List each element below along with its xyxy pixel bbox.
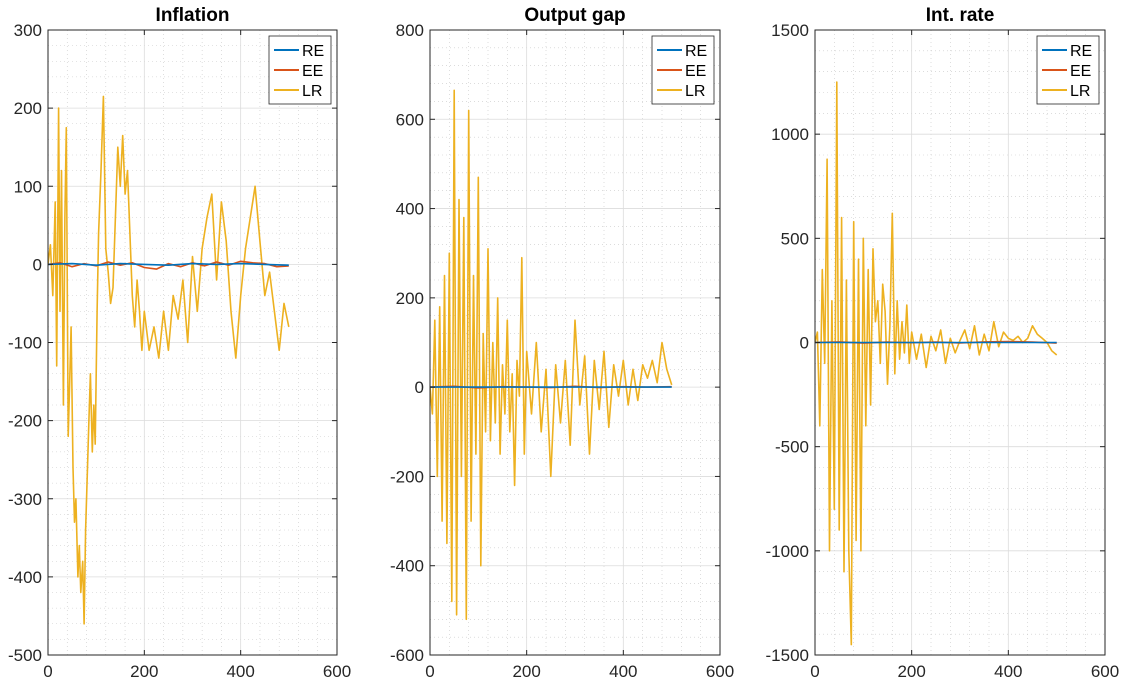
legend-label-lr: LR xyxy=(302,83,322,100)
x-tick-label: 400 xyxy=(609,662,637,681)
y-tick-label: -1500 xyxy=(766,646,809,665)
y-tick-label: -500 xyxy=(8,646,42,665)
y-tick-label: -500 xyxy=(775,438,809,457)
legend-label-re: RE xyxy=(685,43,707,60)
y-tick-label: 500 xyxy=(781,229,809,248)
legend: RE EE LR xyxy=(1036,35,1100,105)
series-line-lr xyxy=(430,89,673,621)
legend-label-re: RE xyxy=(1070,43,1092,60)
y-tick-label: -200 xyxy=(390,467,424,486)
legend-label-lr: LR xyxy=(685,83,705,100)
subplot-3: 0 200 400 600 -1500 -1000 -500 0 500 1000 1500 Int.… xyxy=(766,5,1120,681)
legend: RE EE LR xyxy=(651,35,715,105)
legend: RE EE LR xyxy=(268,35,332,105)
y-tick-label: 200 xyxy=(396,289,424,308)
y-tick-label: 200 xyxy=(14,99,42,118)
y-tick-label: 600 xyxy=(396,110,424,129)
x-tick-label: 400 xyxy=(226,662,254,681)
x-tick-label: 0 xyxy=(810,662,819,681)
y-tick-label: -1000 xyxy=(766,542,809,561)
legend-label-re: RE xyxy=(302,43,324,60)
x-tick-label: 600 xyxy=(1091,662,1119,681)
y-tick-label: -200 xyxy=(8,412,42,431)
x-tick-label: 0 xyxy=(43,662,52,681)
x-tick-label: 200 xyxy=(512,662,540,681)
y-tick-label: 0 xyxy=(33,255,42,274)
legend-label-lr: LR xyxy=(1070,83,1090,100)
x-tick-label: 0 xyxy=(425,662,434,681)
chart-title: Int. rate xyxy=(926,5,995,26)
legend-label-ee: EE xyxy=(302,63,323,80)
legend-label-ee: EE xyxy=(1070,63,1091,80)
x-tick-label: 200 xyxy=(897,662,925,681)
y-tick-label: 1500 xyxy=(771,21,809,40)
y-tick-label: 100 xyxy=(14,177,42,196)
series-line-lr xyxy=(48,95,290,625)
subplot-2: 0 200 400 600 -600 -400 -200 0 200 400 600 800 Outpu… xyxy=(390,5,734,681)
y-tick-label: 0 xyxy=(800,334,809,353)
x-tick-label: 600 xyxy=(323,662,351,681)
y-tick-label: -400 xyxy=(390,557,424,576)
axes-box xyxy=(429,29,721,656)
y-tick-label: -100 xyxy=(8,334,42,353)
series-line-re xyxy=(48,262,289,267)
x-tick-label: 200 xyxy=(130,662,158,681)
chart-title: Output gap xyxy=(524,5,625,26)
y-tick-label: -400 xyxy=(8,568,42,587)
y-tick-label: 0 xyxy=(415,378,424,397)
y-tick-label: 1000 xyxy=(771,125,809,144)
y-tick-label: -600 xyxy=(390,646,424,665)
y-tick-label: 400 xyxy=(396,200,424,219)
x-tick-label: 400 xyxy=(994,662,1022,681)
legend-label-ee: EE xyxy=(685,63,706,80)
subplot-1: 0 200 400 600 -500 -400 -300 -200 -100 0 100 200 300… xyxy=(8,5,351,681)
y-tick-label: 800 xyxy=(396,21,424,40)
x-tick-label: 600 xyxy=(706,662,734,681)
chart-title: Inflation xyxy=(156,5,230,26)
y-tick-label: -300 xyxy=(8,490,42,509)
y-tick-label: 300 xyxy=(14,21,42,40)
